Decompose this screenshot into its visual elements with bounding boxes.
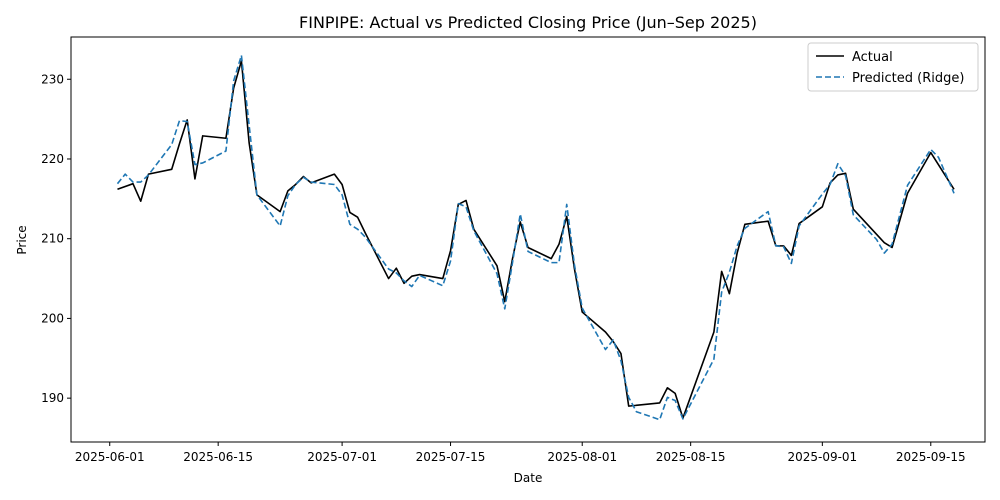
x-tick-label: 2025-09-01	[787, 450, 857, 464]
y-tick-label: 200	[41, 311, 64, 325]
legend-box	[807, 42, 979, 92]
x-axis: 2025-06-01 2025-06-15 2025-07-01 2025-07-15…	[75, 442, 966, 464]
y-tick-label: 220	[41, 152, 64, 166]
x-tick-label: 2025-08-15	[656, 450, 726, 464]
x-tick-label: 2025-06-15	[183, 450, 253, 464]
y-tick-label: 230	[41, 72, 64, 86]
plot-frame	[70, 36, 986, 443]
legend: Actual Predicted (Ridge)	[807, 42, 979, 92]
x-axis-label: Date	[514, 471, 543, 485]
y-axis: 190 200 210 220 230	[41, 72, 71, 405]
y-tick-label: 190	[41, 391, 64, 405]
x-tick-label: 2025-07-15	[416, 450, 486, 464]
series-line-predicted	[116, 54, 955, 421]
legend-label-actual: Actual	[852, 50, 893, 65]
x-tick-label: 2025-07-01	[307, 450, 377, 464]
series-line-actual	[117, 60, 955, 419]
series-layer	[116, 54, 955, 421]
legend-label-predicted: Predicted (Ridge)	[852, 71, 964, 86]
y-tick-label: 210	[41, 232, 64, 246]
y-axis-label: Price	[15, 225, 29, 254]
x-tick-label: 2025-06-01	[75, 450, 145, 464]
x-tick-label: 2025-09-15	[896, 450, 966, 464]
x-tick-label: 2025-08-01	[547, 450, 617, 464]
chart-title: FINPIPE: Actual vs Predicted Closing Pri…	[299, 13, 757, 32]
